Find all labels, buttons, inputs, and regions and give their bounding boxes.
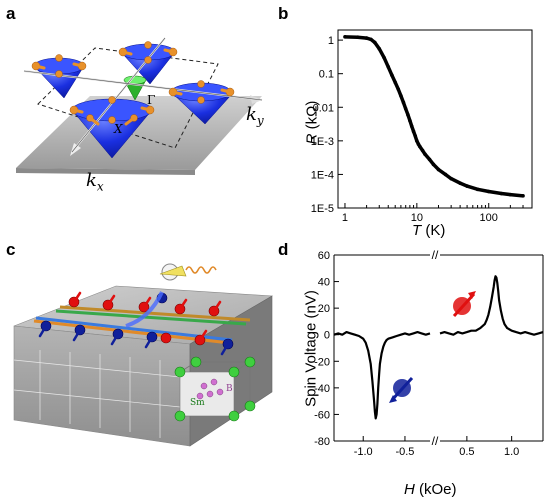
chart-b-frame: [337, 29, 533, 209]
chart-b-point: [423, 152, 427, 157]
chart-d-ytick-label: -60: [314, 409, 330, 421]
chart-b-point: [411, 129, 416, 134]
axis-label-kx: kx: [86, 170, 104, 194]
chart-b-point: [386, 65, 391, 69]
chart-d-xtick-label: 0.5: [459, 446, 474, 458]
chart-d-series-line-0: [333, 331, 431, 420]
spin-up-marker-icon: [452, 291, 476, 318]
chart-b-point: [408, 118, 412, 123]
chart-b-point: [409, 124, 414, 129]
panel-label-b: b: [278, 4, 289, 23]
chart-d-ytick-label: 40: [318, 277, 330, 289]
chart-b-ytick-label: 1E-5: [311, 203, 334, 215]
chart-d-xtick-label: -0.5: [395, 446, 414, 458]
chart-b-ytick-label: 1: [328, 35, 334, 47]
panel-label-d: d: [278, 240, 289, 259]
chart-b-point: [382, 55, 386, 60]
chart-b-point: [508, 192, 513, 197]
chart-b-point: [399, 93, 403, 98]
chart-b-point: [372, 40, 377, 45]
chart-b-point: [499, 191, 504, 196]
chart-b-ytick-label: 1E-4: [311, 169, 334, 181]
chart-b-point: [486, 189, 491, 194]
chart-b-point: [431, 162, 436, 167]
chart-b-point: [420, 148, 425, 153]
chart-d-series-line-1: [439, 275, 544, 336]
chart-b-point: [427, 157, 432, 162]
chart-d-axis-break: //: [432, 434, 439, 448]
label-gamma: Γ: [147, 93, 156, 107]
chart-b-point: [413, 134, 418, 138]
chart-b-point: [355, 35, 360, 40]
chart-d-ytick-label: -40: [314, 383, 330, 395]
chart-b-point: [390, 73, 394, 78]
chart-b-point: [393, 80, 398, 85]
chart-b-ytick-label: 0.1: [319, 69, 334, 81]
chart-b-ytick-label: 1E-3: [311, 136, 334, 148]
chart-b-point: [521, 194, 525, 198]
chart-d-ylabel: Spin Voltage (nV): [302, 290, 320, 407]
chart-d-ytick-label: 0: [324, 330, 330, 342]
chart-b-point: [343, 35, 347, 39]
label-x-point: X: [114, 122, 123, 136]
chart-d-ytick-label: -20: [314, 356, 330, 368]
chart-d-ytick-label: 20: [318, 303, 330, 315]
chart-b-point: [377, 47, 382, 51]
chart-b-point: [443, 172, 448, 177]
chart-d-xtick-label: -1.0: [354, 446, 373, 458]
chart-b-point: [396, 87, 400, 91]
chart-b-point: [415, 139, 419, 143]
chart-b-point: [418, 144, 422, 149]
chart-b-point: [364, 36, 369, 40]
chart-b-xlabel: T (K): [412, 222, 446, 239]
chart-b-point: [401, 100, 406, 105]
chart-b-point: [436, 167, 441, 172]
chart-b-point: [465, 184, 469, 188]
chart-b-point: [458, 181, 462, 185]
axis-label-ky: ky: [246, 104, 264, 128]
chart-d-xlabel: H (kOe): [404, 481, 457, 498]
chart-b-point: [369, 37, 373, 42]
chart-b-point: [406, 112, 410, 117]
chart-d-axis-break: //: [432, 248, 439, 262]
chart-b-point: [449, 176, 453, 181]
chart-b-ytick-label: 0.01: [313, 102, 334, 114]
chart-d-xtick-label: 1.0: [504, 446, 519, 458]
chart-d-ytick-label: -80: [314, 436, 330, 448]
label-sm: Sm: [190, 398, 205, 408]
panel-label-a: a: [6, 4, 16, 23]
chart-b-xtick-label: 10: [411, 212, 423, 224]
chart-b-point: [403, 107, 408, 111]
chart-b-xtick-label: 1: [342, 212, 348, 224]
chart-d-ytick-label: 60: [318, 250, 330, 262]
spin-down-marker-icon: [389, 376, 414, 403]
chart-b-point: [475, 187, 480, 192]
panel-label-c: c: [6, 240, 16, 259]
chart-b-xtick-label: 100: [480, 212, 498, 224]
label-b: B: [226, 384, 233, 394]
